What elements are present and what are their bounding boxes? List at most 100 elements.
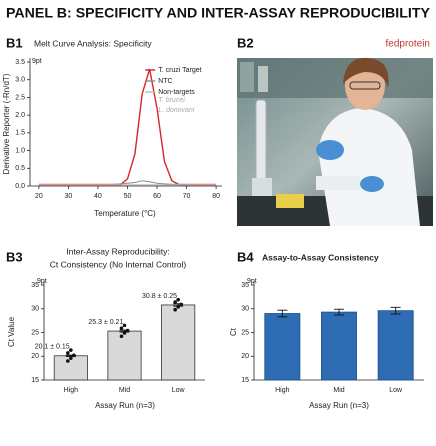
y-tick-label: 2.0 — [15, 112, 25, 119]
y-axis-label: Derivative Reporter (-Rn/dT) — [2, 73, 11, 174]
x-tick-label: Mid — [119, 387, 130, 394]
data-point — [122, 323, 127, 328]
bar — [377, 310, 414, 381]
y-tick-label: 1.0 — [15, 147, 25, 154]
x-tick-label: 70 — [183, 193, 191, 200]
x-tick-label: 30 — [65, 193, 73, 200]
bar — [161, 304, 196, 381]
x-tick-label: Low — [172, 387, 186, 394]
shelf — [237, 58, 433, 98]
chart: B1 Melt Curve Analysis: Specificity 9pt Tem… — [2, 35, 222, 218]
y-tick-label: 3.0 — [15, 77, 25, 84]
bar — [264, 313, 301, 381]
error-bar — [334, 308, 344, 316]
y-tick-label: 30 — [31, 306, 39, 313]
line-series — [38, 180, 217, 185]
panel-label: B4 — [237, 249, 254, 264]
glove — [316, 140, 344, 160]
y-tick-label: 30 — [241, 306, 249, 313]
x-axis-label: Assay Run (n=3) — [95, 401, 155, 410]
data-point — [119, 326, 124, 331]
lab-coat — [318, 108, 420, 226]
pipette-stand — [252, 178, 272, 196]
x-tick-label: 50 — [124, 193, 132, 200]
x-tick-label: Low — [389, 387, 403, 394]
annotation: 9pt — [247, 278, 257, 285]
chart-subtitle: Ct Consistency (No Internal Control) — [50, 259, 187, 269]
chart-title: Melt Curve Analysis: Specificity — [34, 38, 152, 48]
y-tick-label: 15 — [241, 377, 249, 384]
value-label: 30.8 ± 0.25 — [142, 293, 177, 300]
data-point — [179, 302, 183, 307]
y-tick-label: 3.5 — [15, 59, 25, 66]
data-point — [173, 300, 177, 304]
y-tick-label: 20 — [31, 353, 39, 360]
x-axis-label: Temperature (°C) — [94, 209, 156, 218]
data-point — [69, 356, 73, 360]
bottle — [258, 66, 268, 92]
data-point — [69, 348, 73, 352]
annotation: 9pt — [37, 278, 47, 285]
legend-note: T. brucei — [158, 97, 185, 104]
y-axis-label: Ct Value — [7, 316, 16, 347]
legend-label: Non-targets — [158, 89, 195, 96]
brand-logo: fedprotein — [386, 39, 430, 50]
y-tick-label: 35 — [31, 282, 39, 289]
legend-label: NTC — [158, 78, 172, 85]
data-point — [66, 359, 70, 363]
x-tick-label: 80 — [212, 193, 220, 200]
lab-photo: B2 fedprotein — [237, 35, 433, 226]
tip-box — [276, 194, 304, 208]
value-label: 20.1 ± 0.15 — [35, 344, 70, 351]
hair — [343, 57, 389, 88]
goggles — [349, 81, 381, 90]
data-point — [125, 328, 130, 333]
data-point — [176, 297, 180, 302]
legend-label: T. cruzi Target — [158, 67, 201, 74]
line-series — [38, 68, 217, 186]
pipette — [255, 99, 267, 181]
y-tick-label: 0.0 — [15, 183, 25, 190]
bottle — [240, 62, 254, 92]
figure-title: PANEL B: SPECIFICITY AND INTER-ASSAY REP… — [6, 5, 431, 21]
x-tick-label: High — [64, 387, 79, 394]
y-tick-label: 1.5 — [15, 130, 25, 137]
x-tick-label: High — [275, 387, 290, 394]
tube-rack — [316, 176, 360, 190]
glove — [360, 176, 384, 192]
chart-title: Assay-to-Assay Consistency — [262, 252, 379, 262]
y-tick-label: 20 — [241, 353, 249, 360]
data-point — [173, 307, 177, 312]
y-tick-label: 35 — [241, 282, 249, 289]
bar — [321, 311, 357, 381]
data-point — [176, 305, 180, 309]
panel-label: B3 — [6, 249, 23, 264]
data-point — [66, 351, 70, 355]
x-tick-label: 20 — [35, 193, 43, 200]
chart: B3 Inter-Assay Reproducibility: Ct Consist… — [6, 246, 205, 410]
y-axis-label: Ct — [229, 327, 238, 336]
x-tick-label: 60 — [153, 193, 161, 200]
x-tick-label: 40 — [94, 193, 102, 200]
y-tick-label: 25 — [241, 329, 249, 336]
annotation: 9pt — [32, 58, 42, 65]
panel-label: B2 — [237, 35, 254, 50]
y-tick-label: 2.5 — [15, 94, 25, 101]
panel-label: B1 — [6, 35, 23, 50]
y-tick-label: 15 — [31, 377, 39, 384]
data-point — [122, 331, 127, 335]
y-tick-label: 0.5 — [15, 165, 25, 172]
legend-note: L. donovani — [158, 107, 195, 114]
x-axis-label: Assay Run (n=3) — [309, 401, 369, 410]
value-label: 25.3 ± 0.21 — [88, 319, 123, 326]
error-bar — [390, 306, 401, 315]
data-point — [72, 353, 76, 358]
chart-title: Inter-Assay Reproducibility: — [66, 246, 169, 256]
data-point — [119, 334, 124, 339]
x-tick-label: Mid — [333, 387, 344, 394]
bar — [107, 330, 142, 381]
chart: B4 Assay-to-Assay Consistency 9pt Assay Run… — [229, 249, 424, 410]
y-tick-label: 25 — [31, 329, 39, 336]
